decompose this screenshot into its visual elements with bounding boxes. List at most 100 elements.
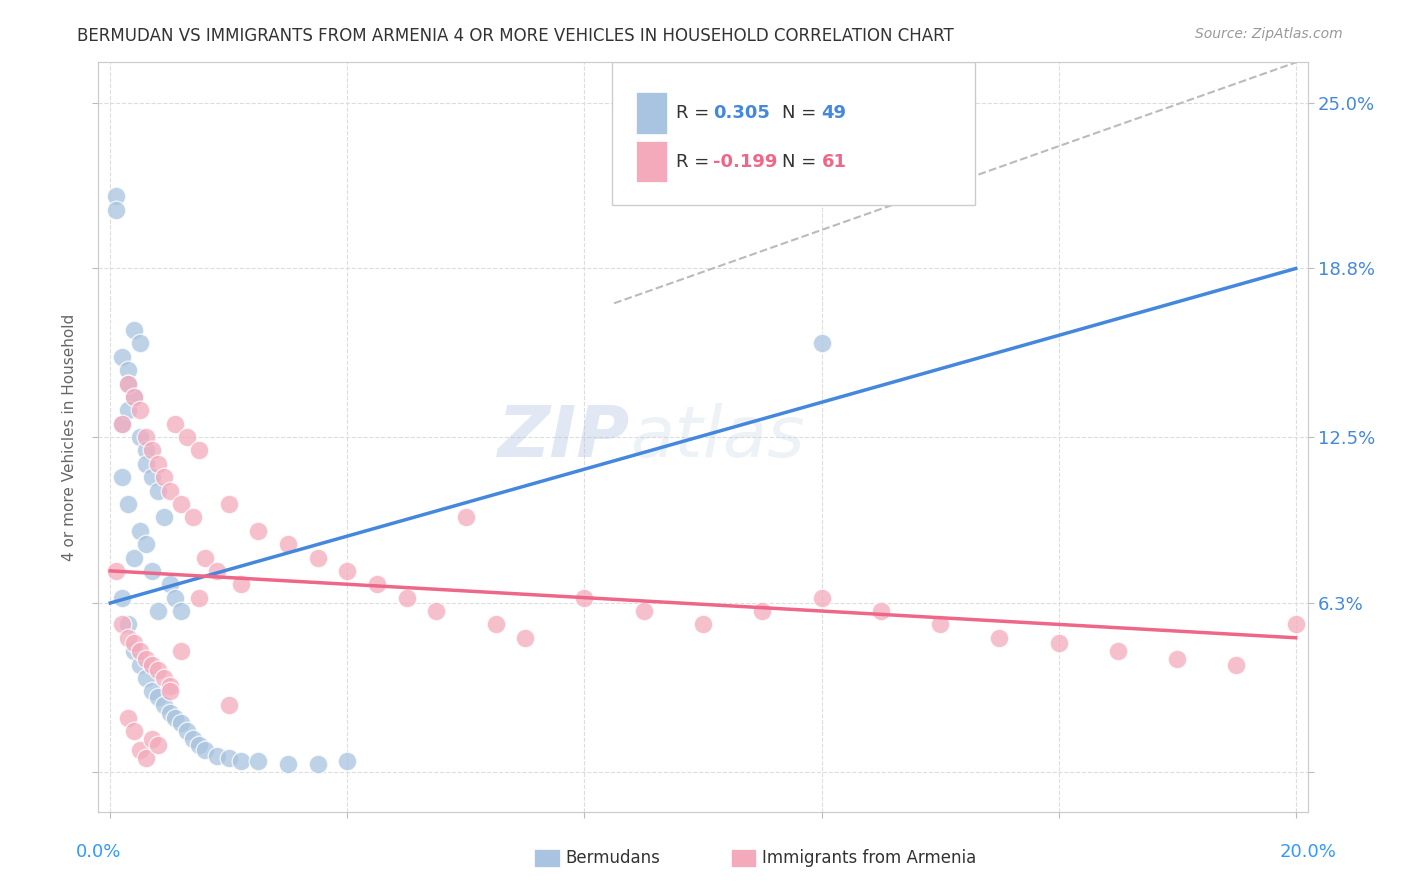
Point [146, 663, 169, 677]
Point [633, 604, 655, 618]
Point [170, 497, 193, 511]
Point [129, 336, 152, 351]
Text: Immigrants from Armenia: Immigrants from Armenia [762, 849, 976, 867]
Point [152, 698, 174, 712]
Point [146, 690, 169, 704]
Point [141, 732, 163, 747]
Y-axis label: 4 or more Vehicles in Household: 4 or more Vehicles in Household [62, 313, 77, 561]
Bar [637, 141, 666, 182]
Point [1285, 617, 1308, 632]
Point [205, 564, 228, 578]
Point [122, 390, 145, 404]
Point [105, 189, 128, 203]
Point [395, 591, 418, 605]
Point [181, 510, 204, 524]
Point [135, 457, 157, 471]
Point [152, 671, 174, 685]
Point [188, 738, 211, 752]
Point [176, 724, 198, 739]
Point [484, 617, 506, 632]
Point [117, 363, 139, 377]
Point [307, 756, 329, 771]
Point [277, 537, 299, 551]
Point [129, 524, 152, 538]
Point [277, 756, 299, 771]
Point [152, 510, 174, 524]
Point [170, 604, 193, 618]
Point [129, 743, 152, 757]
Point [135, 751, 157, 765]
Point [810, 591, 832, 605]
Text: N =: N = [782, 153, 821, 171]
Point [135, 537, 157, 551]
Text: R =: R = [676, 104, 716, 122]
Text: 0.305: 0.305 [713, 104, 769, 122]
Point [188, 443, 211, 458]
Point [692, 617, 714, 632]
Text: atlas: atlas [630, 402, 806, 472]
Text: -0.199: -0.199 [713, 153, 778, 171]
Point [247, 754, 270, 768]
Point [988, 631, 1011, 645]
Point [141, 443, 163, 458]
Point [574, 591, 596, 605]
Point [117, 497, 139, 511]
Point [170, 644, 193, 658]
Point [105, 202, 128, 217]
Point [122, 323, 145, 337]
Point [229, 754, 252, 768]
Point [181, 732, 204, 747]
Point [176, 430, 198, 444]
Text: 0.0%: 0.0% [76, 843, 121, 861]
Point [111, 350, 134, 364]
Text: Bermudans: Bermudans [565, 849, 659, 867]
Point [122, 550, 145, 565]
Point [117, 376, 139, 391]
Point [129, 403, 152, 417]
Point [146, 604, 169, 618]
Point [366, 577, 388, 591]
Point [307, 550, 329, 565]
Point [141, 470, 163, 484]
Point [218, 698, 240, 712]
Point [122, 636, 145, 650]
Point [194, 550, 217, 565]
Point [751, 604, 773, 618]
Text: Source: ZipAtlas.com: Source: ZipAtlas.com [1195, 27, 1343, 41]
Point [141, 657, 163, 672]
Point [111, 470, 134, 484]
Point [159, 706, 181, 720]
Point [129, 657, 152, 672]
Text: BERMUDAN VS IMMIGRANTS FROM ARMENIA 4 OR MORE VEHICLES IN HOUSEHOLD CORRELATION : BERMUDAN VS IMMIGRANTS FROM ARMENIA 4 OR… [77, 27, 955, 45]
Point [117, 403, 139, 417]
Point [1107, 644, 1129, 658]
Point [122, 390, 145, 404]
Text: N =: N = [782, 104, 821, 122]
Point [117, 376, 139, 391]
Text: 49: 49 [821, 104, 846, 122]
Text: R =: R = [676, 153, 716, 171]
Point [111, 417, 134, 431]
Point [170, 716, 193, 731]
Point [165, 417, 187, 431]
Point [117, 631, 139, 645]
Point [194, 743, 217, 757]
Point [135, 430, 157, 444]
Point [105, 564, 128, 578]
Point [117, 711, 139, 725]
Point [165, 711, 187, 725]
Point [135, 652, 157, 666]
Point [146, 457, 169, 471]
Point [188, 591, 211, 605]
Point [218, 497, 240, 511]
Point [141, 684, 163, 698]
Point [159, 483, 181, 498]
Point [135, 443, 157, 458]
Text: 20.0%: 20.0% [1279, 843, 1336, 861]
Point [247, 524, 270, 538]
Point [122, 644, 145, 658]
Point [146, 483, 169, 498]
Point [111, 591, 134, 605]
Point [111, 617, 134, 632]
Point [425, 604, 447, 618]
